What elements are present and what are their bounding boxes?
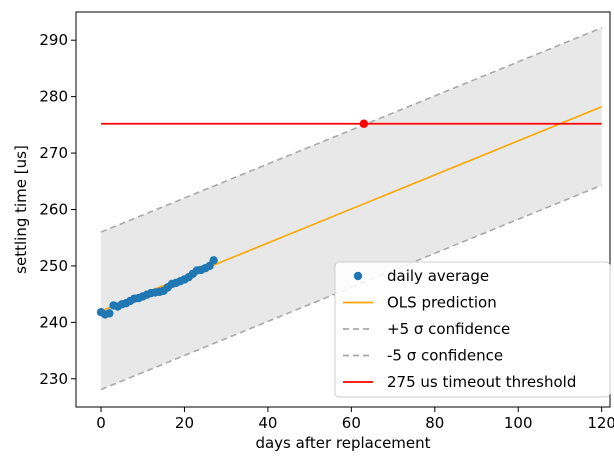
y-tick-label: 270: [39, 144, 68, 162]
y-axis-label: settling time [us]: [12, 145, 30, 274]
legend-label: 275 us timeout threshold: [387, 373, 576, 391]
data-point: [209, 256, 218, 265]
x-tick-label: 60: [342, 414, 361, 432]
y-tick-label: 290: [39, 31, 68, 49]
y-tick-label: 250: [39, 257, 68, 275]
legend-label: OLS prediction: [387, 294, 497, 312]
legend: daily average OLS prediction +5 σ confiden…: [334, 261, 611, 398]
threshold-crossing-marker: [359, 119, 369, 128]
x-tick-label: 20: [175, 414, 194, 432]
x-tick-label: 0: [96, 414, 106, 432]
legend-label: -5 σ confidence: [387, 347, 503, 365]
series-line-2: [100, 27, 602, 233]
legend-label: +5 σ confidence: [387, 320, 510, 338]
data-point: [105, 309, 114, 318]
x-tick-label: 80: [425, 414, 444, 432]
axes: [71, 11, 611, 412]
y-tick-label: 230: [39, 370, 68, 388]
legend-box: [334, 261, 611, 398]
legend-marker-daily-average: [353, 271, 363, 281]
tick-labels: 0 20 40 60 80 100 120 230 240 250 260 270 280 290: [39, 31, 614, 432]
y-tick-label: 280: [39, 88, 68, 106]
x-tick-label: 40: [258, 414, 277, 432]
x-tick-label: 100: [504, 414, 533, 432]
x-tick-label: 120: [587, 414, 614, 432]
y-tick-label: 240: [39, 313, 68, 331]
x-axis-label: days after replacement: [255, 434, 430, 452]
legend-label: daily average: [387, 267, 489, 285]
data-points-layer: [96, 119, 369, 319]
y-tick-label: 260: [39, 201, 68, 219]
